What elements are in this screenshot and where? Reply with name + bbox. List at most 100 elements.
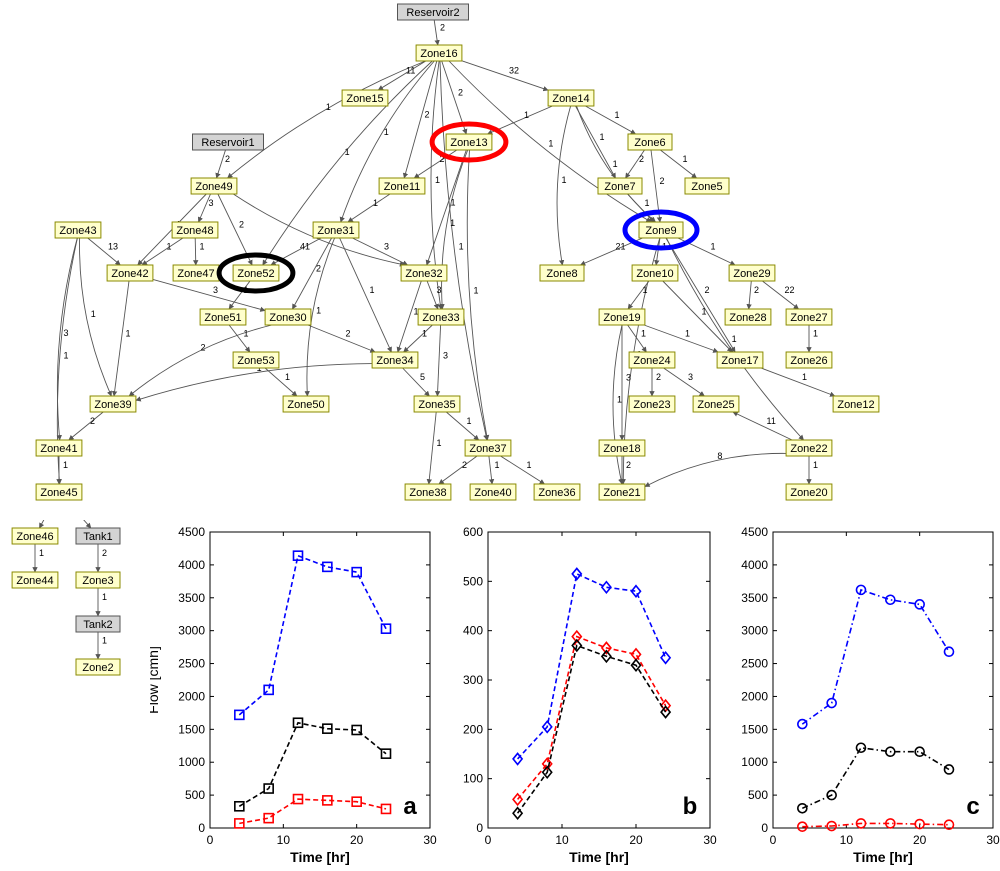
edge-label: 1 (685, 329, 690, 339)
node-box (464, 439, 512, 457)
edge-label: 3 (437, 285, 442, 295)
node-box (397, 3, 469, 21)
y-tick-label: 300 (463, 673, 483, 687)
node-label: Zone10 (636, 268, 673, 280)
node-box (785, 308, 833, 326)
series-line-1 (516, 635, 667, 800)
node-box (171, 221, 219, 239)
x-tick-label: 30 (423, 833, 437, 847)
node-box (199, 308, 247, 326)
edge-Zone30-Zone34 (307, 324, 376, 353)
node-label: Zone26 (790, 355, 827, 367)
graph-edge-labels: 2113222111111211111111122121321113131114… (63, 23, 818, 471)
edge-label: 11 (406, 66, 415, 76)
edge-Zone10-Zone19 (627, 280, 650, 310)
edge-Zone34-Zone35 (402, 367, 430, 397)
y-tick-label: 2500 (741, 657, 768, 671)
node-box (75, 571, 121, 589)
data-point (380, 803, 392, 815)
edge-label: 1 (244, 329, 249, 339)
edge-label: 1 (126, 329, 131, 339)
edge-label: 1 (63, 460, 68, 470)
edge-label: 1 (802, 372, 807, 382)
node-box (469, 483, 517, 501)
node-zone50: Zone50 (282, 395, 330, 413)
x-axis-label: Time [hr] (569, 849, 629, 865)
graph-lower-nodes: Zone46 Tank1 Zone44 Zone3 Tank2 Zone2 (11, 527, 121, 676)
edge-Zone30-Zone39 (128, 324, 273, 397)
node-zone37: Zone37 (464, 439, 512, 457)
y-tick-label: 4000 (741, 558, 768, 572)
node-label: Zone13 (450, 137, 487, 149)
node-box (415, 44, 463, 62)
node-zone47: Zone47 (172, 264, 220, 282)
edge-label: 2 (462, 460, 467, 470)
edge-Zone14-Zone8 (556, 105, 572, 266)
edge-label: 2 (346, 329, 351, 339)
node-label: Zone33 (422, 312, 459, 324)
y-tick-label: 500 (185, 788, 205, 802)
data-point (292, 793, 304, 805)
node-box (35, 483, 83, 501)
node-zone19: Zone19 (598, 308, 646, 326)
x-tick-label: 10 (277, 833, 291, 847)
edge-Zone31-Zone50 (304, 237, 336, 397)
node-zone20: Zone20 (785, 483, 833, 501)
node-zone45: Zone45 (35, 483, 83, 501)
edge-Zone35-Zone38 (426, 411, 437, 485)
y-tick-label: 4000 (178, 558, 205, 572)
edge-Zone6-Zone7 (625, 149, 645, 179)
data-point (630, 584, 642, 598)
node-label: Zone22 (790, 443, 827, 455)
data-point (855, 818, 867, 829)
node-label: Zone45 (40, 487, 77, 499)
edge-Zone37-Zone38 (438, 455, 478, 485)
edge-label: 1 (450, 218, 455, 228)
edge-Zone49-Zone48 (197, 193, 211, 223)
edge-Zone16-Zone31 (339, 60, 435, 223)
data-point (914, 746, 925, 757)
x-tick-label: 0 (485, 833, 492, 847)
node-box (597, 177, 643, 195)
node-label: Zone43 (59, 225, 96, 237)
edge-Zone14-Zone6 (585, 105, 637, 135)
node-label: Zone52 (237, 268, 274, 280)
node-label: Zone36 (538, 487, 575, 499)
node-zone6: Zone6 (627, 133, 673, 151)
y-tick-label: 400 (463, 624, 483, 638)
node-label: Zone29 (733, 268, 770, 280)
edge-Zone13-Zone37 (466, 149, 490, 441)
edge-Zone32-Zone34 (396, 280, 422, 353)
data-point (914, 818, 925, 830)
node-label: Tank2 (83, 619, 112, 631)
node-label: Zone14 (552, 93, 589, 105)
edge-label: 3 (209, 198, 214, 208)
x-tick-label: 0 (770, 833, 777, 847)
edge-label: 1 (345, 147, 350, 157)
edge-Zone37-Zone36 (500, 455, 545, 485)
node-label: Zone44 (16, 575, 53, 587)
node-box (598, 483, 646, 501)
edge-label: 13 (108, 242, 118, 252)
data-point (380, 623, 392, 634)
data-point (571, 567, 583, 581)
y-tick-label: 4500 (178, 525, 205, 539)
plot-frame (487, 531, 711, 829)
edge-Zone31-Zone32 (352, 237, 409, 266)
node-box (631, 264, 679, 282)
data-point (943, 646, 955, 658)
node-label: Zone32 (405, 268, 442, 280)
edge-label: 5 (420, 372, 425, 382)
node-zone28: Zone28 (724, 308, 772, 326)
node-zone27: Zone27 (785, 308, 833, 326)
edge-label: 1 (683, 154, 688, 164)
node-zone14: Zone14 (547, 89, 595, 107)
edge-Zone14-Zone7 (575, 105, 616, 179)
data-point (234, 800, 245, 812)
edge-label: 1 (732, 334, 737, 344)
graph-lower-edge-labels: 221211 (39, 548, 107, 646)
node-label: Zone49 (195, 181, 232, 193)
x-axis-label: Time [hr] (290, 849, 350, 865)
data-point (943, 764, 955, 775)
node-box (598, 308, 646, 326)
